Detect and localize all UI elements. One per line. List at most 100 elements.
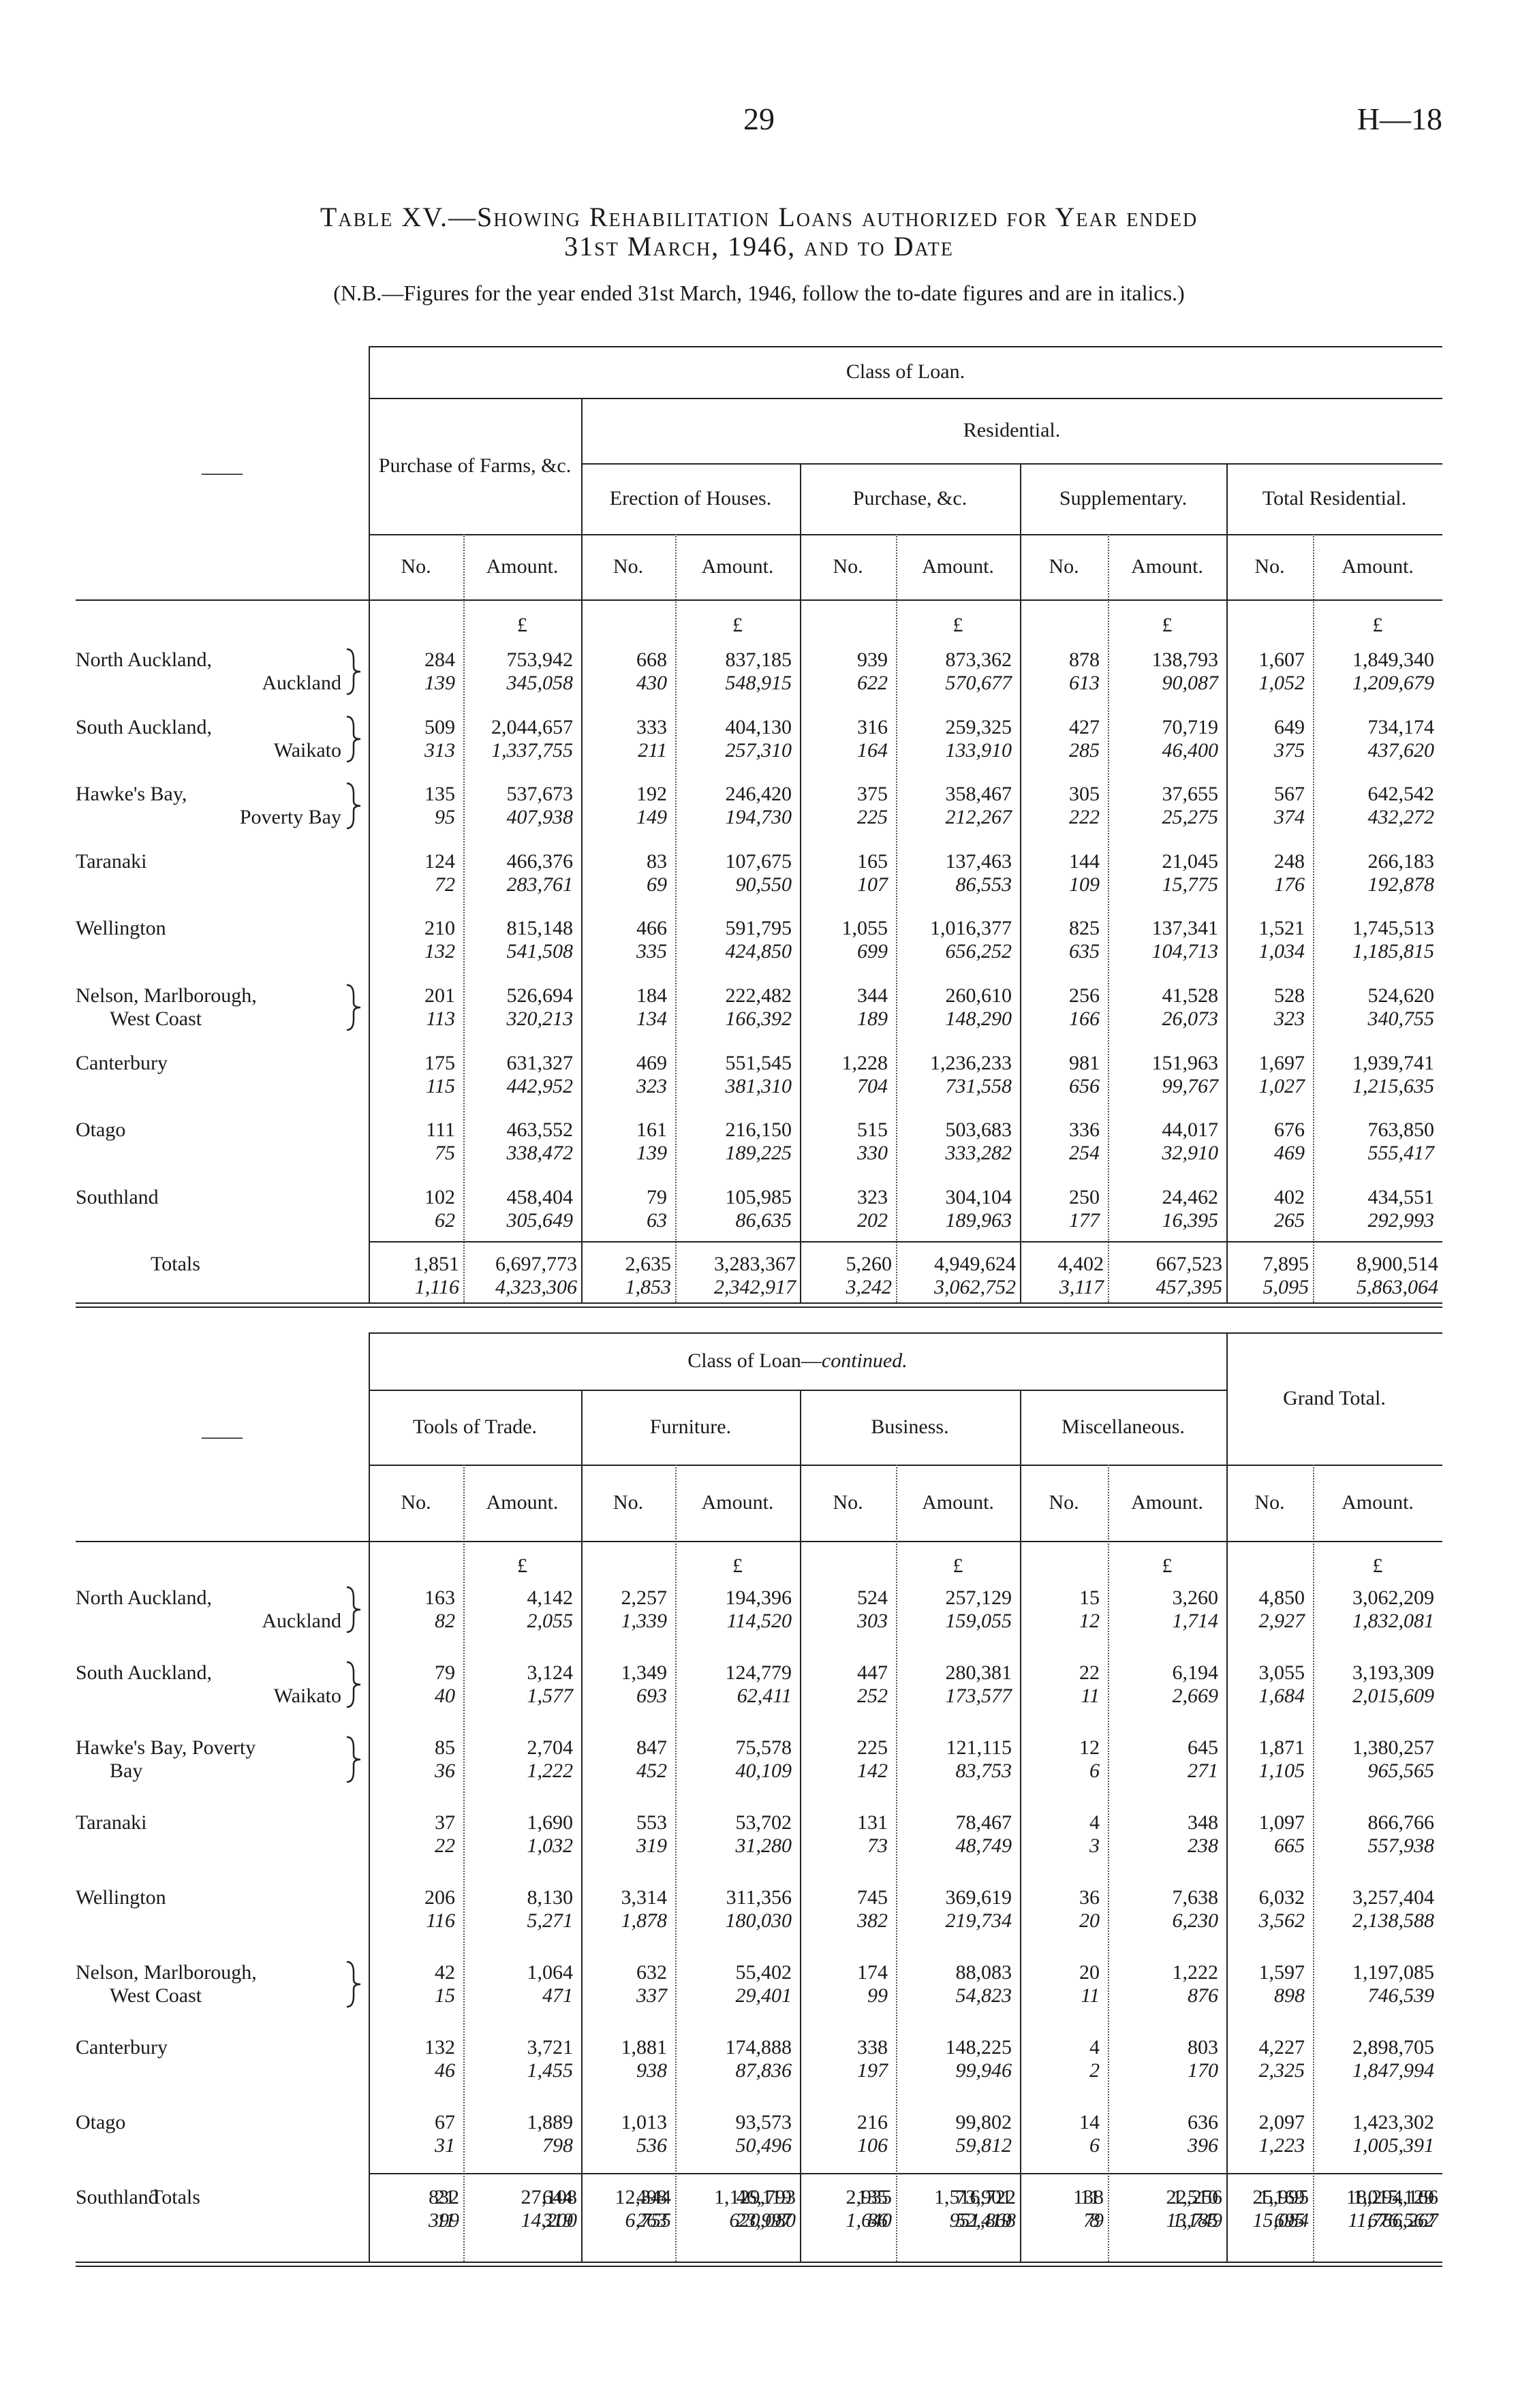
count: 184	[636, 984, 667, 1007]
count-year: 132	[424, 940, 455, 963]
count-year: 1,105	[1258, 1760, 1305, 1782]
count: 4,227	[1258, 2036, 1305, 2059]
count-year: 1,027	[1258, 1074, 1305, 1097]
total-amount: 18,294,166	[1346, 2186, 1438, 2208]
column-header: Amount.	[486, 555, 559, 578]
count-year: 335	[636, 940, 667, 963]
count: 201	[424, 984, 455, 1007]
amount: 734,174	[1367, 715, 1435, 738]
amount-year: 965,565	[1367, 1760, 1435, 1782]
amount-year: 345,058	[506, 672, 574, 694]
amount-year: 90,550	[735, 873, 792, 896]
count: 402	[1274, 1185, 1305, 1208]
amount-year: 99,946	[955, 2059, 1012, 2082]
rule	[369, 346, 370, 1302]
district: West Coast	[110, 1984, 202, 2007]
amount: 3,257,404	[1352, 1886, 1434, 1909]
dotted-rule	[675, 1465, 677, 2262]
count-year: 536	[636, 2134, 667, 2157]
count: 847	[636, 1736, 667, 1759]
count: 336	[1069, 1119, 1100, 1142]
amount-year: 557,938	[1367, 1834, 1435, 1857]
count: 102	[424, 1185, 455, 1208]
count: 225	[857, 1736, 888, 1759]
count: 509	[424, 715, 455, 738]
amount-year: 5,271	[527, 1909, 574, 1932]
count: 210	[424, 917, 455, 940]
amount-year: 189,963	[945, 1208, 1012, 1232]
currency-symbol: £	[1372, 1554, 1383, 1577]
rule	[369, 1241, 1442, 1242]
totals-label: Totals	[151, 1253, 200, 1275]
span-header: Class of Loan— continued.	[369, 1332, 1226, 1390]
column-header: No.	[1254, 1491, 1285, 1514]
amount-year: 407,938	[506, 806, 574, 829]
amount: 3,721	[527, 2036, 574, 2059]
amount: 866,766	[1367, 1811, 1435, 1834]
amount: 137,463	[945, 849, 1012, 873]
amount-year: 1,222	[527, 1760, 574, 1782]
amount-year: 292,993	[1367, 1208, 1435, 1232]
amount: 3,260	[1172, 1586, 1219, 1609]
total-count: 12,344	[615, 2186, 672, 2208]
amount: 551,545	[725, 1051, 792, 1074]
count-year: 75	[435, 1142, 455, 1165]
amount: 194,396	[725, 1586, 792, 1609]
count-year: 330	[857, 1142, 888, 1165]
currency-symbol: £	[517, 614, 527, 636]
brace	[346, 782, 361, 830]
group-header: Miscellaneous.	[1062, 1416, 1185, 1438]
count: 15	[1079, 1586, 1100, 1609]
count-year: 11	[1081, 1984, 1100, 2007]
district: Otago	[76, 2111, 126, 2133]
total-count: 4,402	[1057, 1253, 1104, 1275]
count: 67	[435, 2111, 455, 2133]
count-year: 99	[867, 1984, 888, 2007]
amount-year: 212,267	[945, 806, 1012, 829]
brace	[346, 1586, 361, 1633]
amount: 8,130	[527, 1886, 574, 1909]
count: 216	[857, 2111, 888, 2133]
total-amount: 667,523	[1156, 1253, 1223, 1275]
amount-year: 319	[542, 2209, 573, 2232]
column-header: Amount.	[701, 555, 774, 578]
count-year: 73	[867, 1834, 888, 1857]
count-year: 382	[857, 1909, 888, 1932]
count-year: 374	[1274, 806, 1305, 829]
amount: 1,380,257	[1352, 1736, 1434, 1759]
amount: 1,197,085	[1352, 1961, 1434, 1984]
count: 524	[857, 1586, 888, 1609]
count: 939	[857, 648, 888, 671]
count-year: 3	[1089, 1834, 1100, 1857]
count: 745	[857, 1886, 888, 1909]
rule	[369, 1465, 1442, 1466]
count-year: 6	[1089, 2134, 1100, 2157]
amount: 70,719	[1162, 715, 1219, 738]
amount: 3,124	[527, 1661, 574, 1684]
count-year: 139	[424, 672, 455, 694]
count: 132	[424, 2036, 455, 2059]
column-header: No.	[833, 1491, 863, 1514]
count-year: 8	[1089, 2209, 1100, 2232]
column-header: Amount.	[1342, 1491, 1414, 1514]
residential-header: Residential.	[963, 419, 1061, 441]
amount-year: 305,649	[506, 1208, 574, 1232]
amount-year: 437,620	[1367, 738, 1435, 762]
count: 466	[636, 917, 667, 940]
count-year: 69	[647, 873, 667, 896]
count-year: 337	[636, 1984, 667, 2007]
amount-year: 166,392	[725, 1007, 792, 1030]
count: 632	[636, 1961, 667, 1984]
count: 163	[424, 1586, 455, 1609]
count: 165	[857, 849, 888, 873]
count-year: 176	[1274, 873, 1305, 896]
amount: 642,542	[1367, 783, 1435, 806]
amount-year: 25,275	[1162, 806, 1219, 829]
count: 305	[1069, 783, 1100, 806]
amount-year: 59,812	[955, 2134, 1012, 2157]
count-year: 12	[1079, 1610, 1100, 1632]
district: Taranaki	[76, 1811, 147, 1834]
count: 250	[1069, 1185, 1100, 1208]
amount: 105,985	[725, 1185, 792, 1208]
count: 333	[636, 715, 667, 738]
